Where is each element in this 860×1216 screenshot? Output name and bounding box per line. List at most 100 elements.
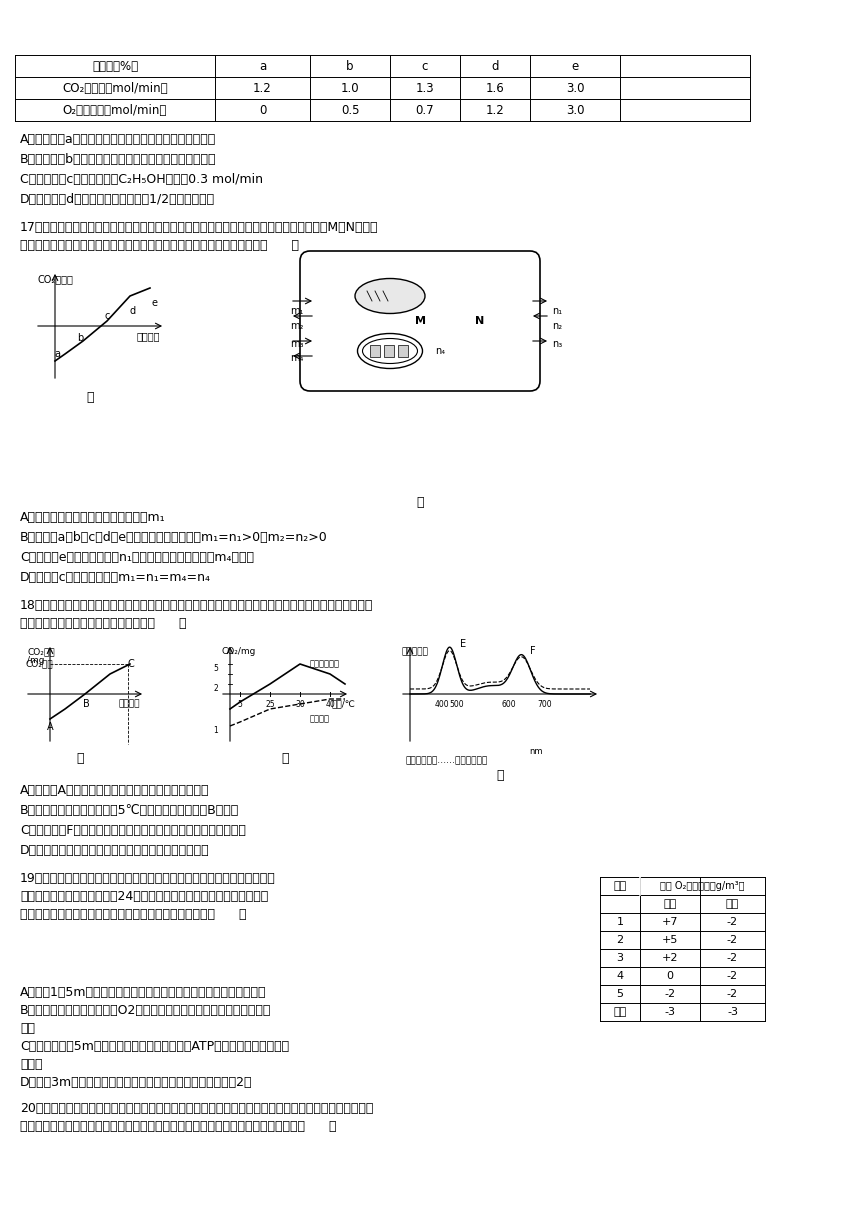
Text: C．氧浓度为c时，苹果产生C₂H₅OH的量为0.3 mol/min: C．氧浓度为c时，苹果产生C₂H₅OH的量为0.3 mol/min [20,173,263,186]
Text: d: d [491,60,499,73]
Text: 0: 0 [259,103,267,117]
Text: 1.0: 1.0 [341,81,359,95]
Text: 丙: 丙 [496,769,504,782]
Text: 瓶中 O₂浓度变化（g/m³）: 瓶中 O₂浓度变化（g/m³） [660,882,745,891]
Text: 不考虑原核生物的化能合成作用，下列相关叙述错误的是（      ）: 不考虑原核生物的化能合成作用，下列相关叙述错误的是（ ） [20,908,247,921]
Text: 19、采用黑白瓶法（黑瓶外包裹黑胶布和铝箔，以模拟黑暗条件；白瓶为透: 19、采用黑白瓶法（黑瓶外包裹黑胶布和铝箔，以模拟黑暗条件；白瓶为透 [20,872,276,885]
Text: 吸作用: 吸作用 [20,1058,42,1071]
Text: a: a [54,349,60,359]
Bar [398,345,408,358]
Text: 1.2: 1.2 [486,103,504,117]
Text: A．甲图中A点时植物只进行呼吸作用，不进行光合作用: A．甲图中A点时植物只进行呼吸作用，不进行光合作用 [20,784,210,796]
Text: 速率: 速率 [20,1021,35,1035]
Text: A．氧浓度为a时，苹果的细胞呼吸只在细胞质基质中进行: A．氧浓度为a时，苹果的细胞呼吸只在细胞质基质中进行 [20,133,216,146]
Text: O₂的消耗量（mol/min）: O₂的消耗量（mol/min） [63,103,167,117]
Text: -2: -2 [727,972,738,981]
Text: 菜叶片的二氧化碳释放量，其数据如下表所示（表中为相对值）。以下叙述错误的是（      ）: 菜叶片的二氧化碳释放量，其数据如下表所示（表中为相对值）。以下叙述错误的是（ ） [20,1120,336,1133]
Text: 光线吸收的相对量，下列说法错误的是（      ）: 光线吸收的相对量，下列说法错误的是（ ） [20,617,187,630]
Ellipse shape [355,278,425,314]
Text: 5: 5 [617,989,624,1000]
Text: CO₂释放: CO₂释放 [25,659,52,668]
Text: A．水深1～5m，影响白瓶内氧浓度变化的主要外界因素是光照强度。: A．水深1～5m，影响白瓶内氧浓度变化的主要外界因素是光照强度。 [20,986,267,1000]
Ellipse shape [358,333,422,368]
Text: c: c [421,60,428,73]
Text: 0.7: 0.7 [415,103,434,117]
Text: 甲: 甲 [86,392,94,404]
Text: b: b [77,333,83,343]
Text: 3.0: 3.0 [566,103,584,117]
Text: m₄: m₄ [290,353,304,364]
Text: n₂: n₂ [552,321,562,331]
Bar [384,345,394,358]
Text: +2: +2 [661,953,679,963]
Text: 5: 5 [237,700,243,709]
Text: 25: 25 [265,700,275,709]
Text: m₃: m₃ [290,339,304,349]
FancyBboxPatch shape [300,250,540,392]
Bar [370,345,380,358]
Text: D．水深3m处，白瓶内生产者产生氧气量大于其消耗氧气量的2倍: D．水深3m处，白瓶内生产者产生氧气量大于其消耗氧气量的2倍 [20,1076,253,1090]
Text: 700: 700 [538,700,552,709]
Text: 2: 2 [617,935,624,945]
Text: 40: 40 [325,700,335,709]
Text: nm: nm [529,747,543,756]
Text: m₁: m₁ [290,306,304,316]
Text: 乙: 乙 [416,496,424,510]
Text: 黑瓶: 黑瓶 [726,899,739,910]
Text: 4: 4 [617,972,624,981]
Text: CO₂产生量（mol/min）: CO₂产生量（mol/min） [62,81,168,95]
Text: D．氧浓度为d时，消耗的葡萄糖中有1/2用于酒精发酵: D．氧浓度为d时，消耗的葡萄糖中有1/2用于酒精发酵 [20,193,215,206]
Text: -2: -2 [727,953,738,963]
Text: 1.3: 1.3 [415,81,434,95]
Text: 光瓶，）测定池塘群落各深度24小时内的平均氧浓度变化，结果如下表：: 光瓶，）测定池塘群落各深度24小时内的平均氧浓度变化，结果如下表： [20,890,268,903]
Text: c: c [104,311,110,321]
Text: e: e [151,298,157,308]
Text: B: B [83,699,89,709]
Text: n₁: n₁ [552,306,562,316]
Text: -2: -2 [727,989,738,1000]
Text: 1.6: 1.6 [486,81,504,95]
Text: 3.0: 3.0 [566,81,584,95]
Text: C．当水深小于5m时，黑白瓶内各种生物产生的ATP的途径为光合作用和呼: C．当水深小于5m时，黑白瓶内各种生物产生的ATP的途径为光合作用和呼 [20,1040,289,1053]
Text: C．丙图中的F曲线（实线）可以表示叶黄素对不同波长光线的吸收: C．丙图中的F曲线（实线）可以表示叶黄素对不同波长光线的吸收 [20,824,246,837]
Text: D．用塑料大棚种植蔬菜时，应选用无色透明的塑料大棚: D．用塑料大棚种植蔬菜时，应选用无色透明的塑料大棚 [20,844,210,857]
Text: +5: +5 [662,935,679,945]
Text: C: C [128,659,135,669]
Text: M: M [415,316,426,326]
Text: a: a [259,60,266,73]
Text: 1: 1 [617,917,624,927]
Text: 温度/℃: 温度/℃ [331,699,355,708]
Text: 600: 600 [501,700,516,709]
Text: 吸收的光量: 吸收的光量 [402,647,429,655]
Text: -2: -2 [727,935,738,945]
Text: 0.5: 0.5 [341,103,359,117]
Text: n₄: n₄ [435,347,445,356]
Text: 3: 3 [617,953,624,963]
Text: 水底: 水底 [613,1007,627,1017]
Text: 呼吸速率: 呼吸速率 [310,714,330,724]
Text: C．甲图中e点以后，乙图中n₁不再增加，其主要原因是m₄值太低: C．甲图中e点以后，乙图中n₁不再增加，其主要原因是m₄值太低 [20,551,254,564]
Text: -2: -2 [665,989,676,1000]
Text: -3: -3 [727,1007,738,1017]
Text: -2: -2 [727,917,738,927]
Text: 400: 400 [435,700,450,709]
Text: 氧浓度（%）: 氧浓度（%） [92,60,138,73]
Text: 20、为了探究植物体呼吸强度的变化规律，研究人员在不同温度和不同含氧量下，测定了一定大小新鲜菠: 20、为了探究植物体呼吸强度的变化规律，研究人员在不同温度和不同含氧量下，测定了… [20,1102,373,1115]
Text: F: F [530,646,536,655]
Text: -3: -3 [665,1007,675,1017]
Text: 0: 0 [666,972,673,981]
Text: B．氧浓度为b时，有机物消耗较少，较适宜于苹果的储藏: B．氧浓度为b时，有机物消耗较少，较适宜于苹果的储藏 [20,153,217,167]
Text: b: b [347,60,353,73]
Text: D．甲图中c点时，乙图中有m₁=n₁=m₄=n₄: D．甲图中c点时，乙图中有m₁=n₁=m₄=n₄ [20,572,211,584]
Text: +7: +7 [661,917,679,927]
Text: E: E [460,638,466,649]
Text: 光照强度: 光照强度 [119,699,140,708]
Text: 真正光合速率: 真正光合速率 [310,659,340,668]
Text: 白瓶: 白瓶 [663,899,677,910]
Text: m₂: m₂ [290,321,304,331]
Text: CO₂/mg: CO₂/mg [222,647,256,655]
Text: B．由乙图可以看出，植物体5℃时的状态可用甲图中B点表示: B．由乙图可以看出，植物体5℃时的状态可用甲图中B点表示 [20,804,239,817]
Text: n₃: n₃ [552,339,562,349]
Text: 17、图甲示植物光合作用强度与光照强度的关系，图乙示该植物叶肉细胞的部分结构（图中M和N代表两: 17、图甲示植物光合作用强度与光照强度的关系，图乙示该植物叶肉细胞的部分结构（图… [20,221,378,233]
Text: A: A [47,722,53,732]
